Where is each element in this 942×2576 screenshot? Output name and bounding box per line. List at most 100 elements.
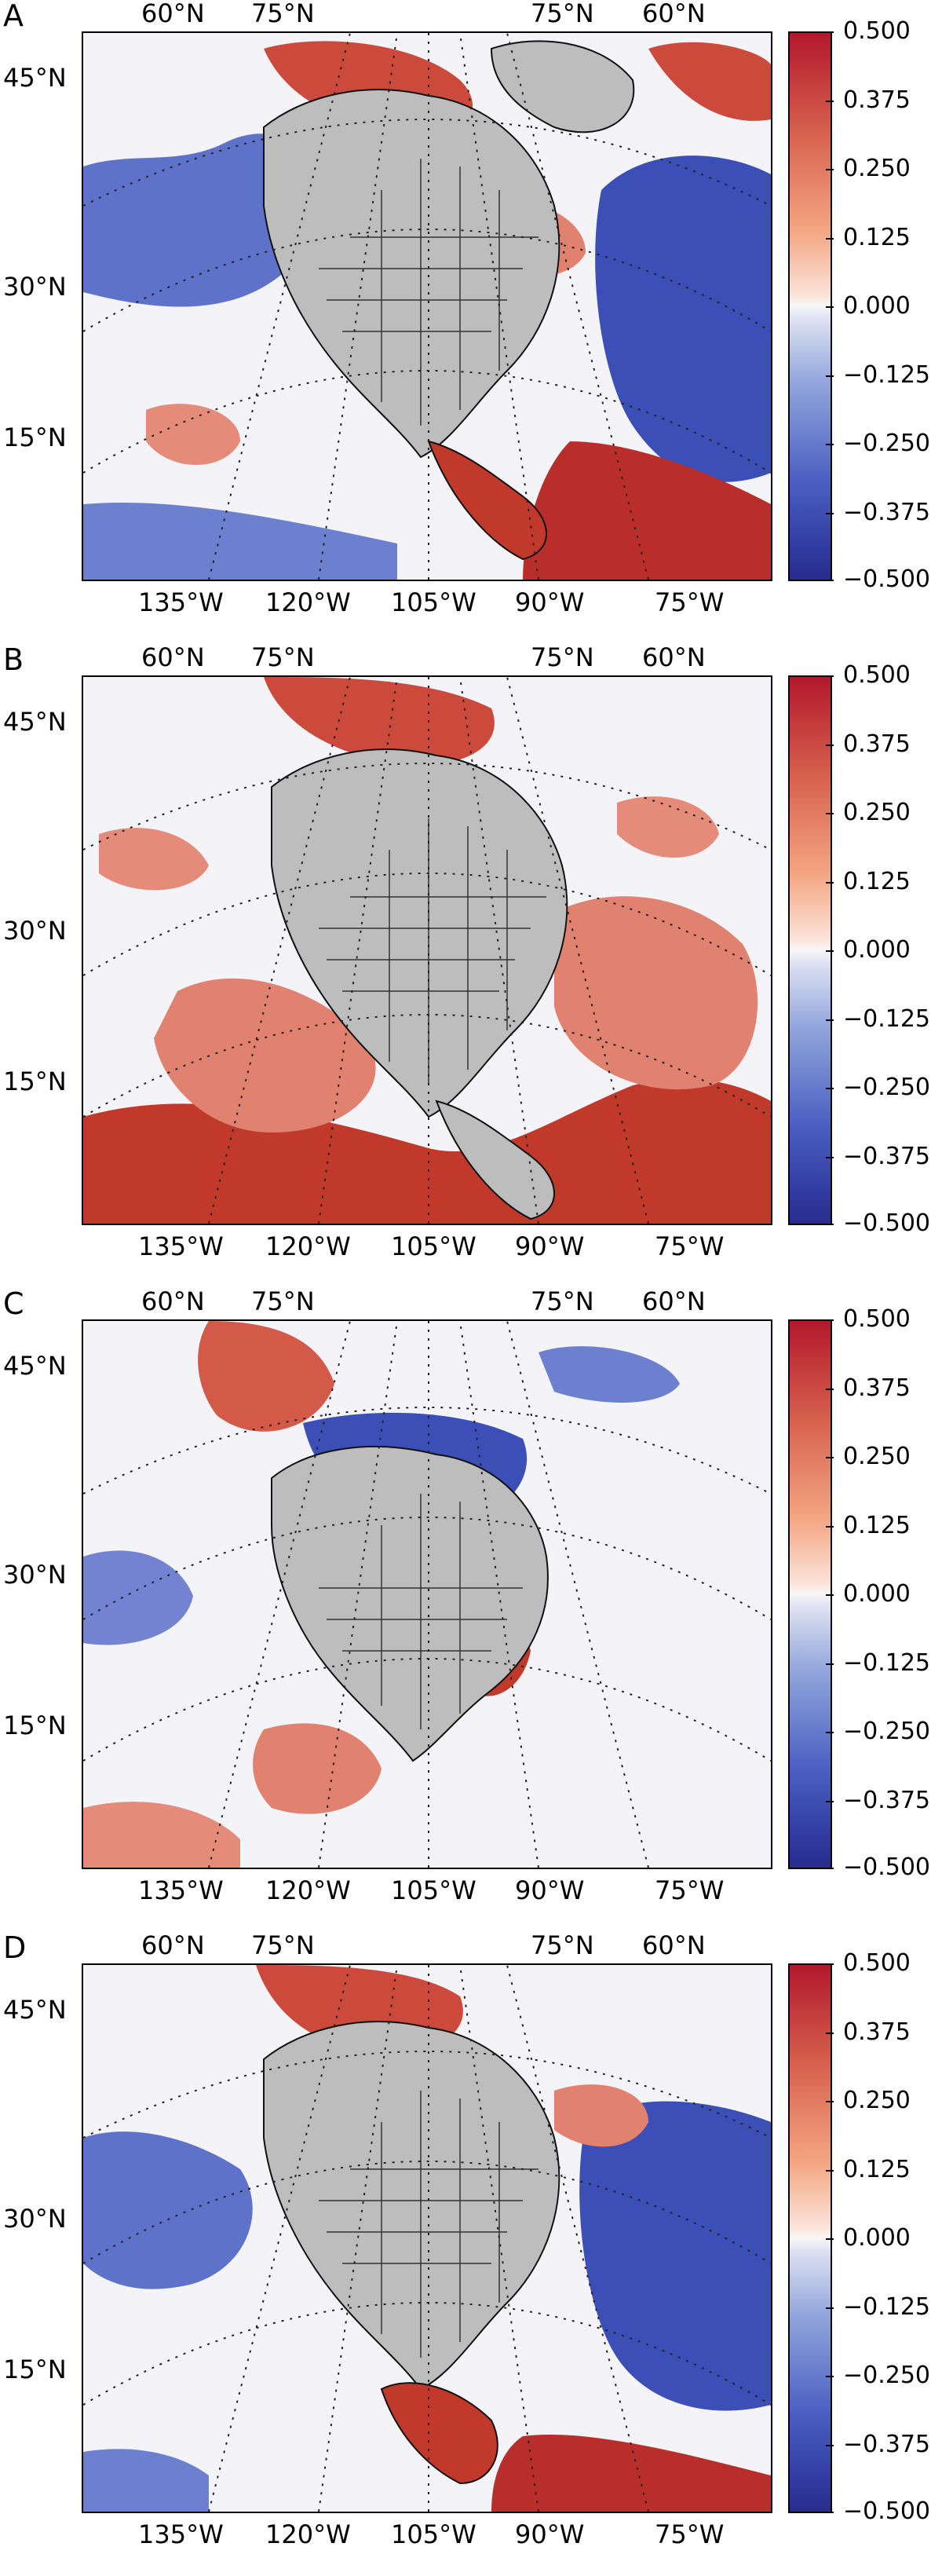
- left-lat-label: 15°N: [3, 2355, 67, 2384]
- map-plot: [82, 1963, 772, 2513]
- bottom-lon-label: 135°W: [138, 1875, 224, 1905]
- bottom-lon-label: 75°W: [655, 1875, 725, 1905]
- anomaly-region: [83, 134, 320, 307]
- bottom-lon-label: 75°W: [655, 1231, 725, 1261]
- colorbar-tick-label: 0.000: [843, 292, 911, 320]
- colorbar-tick-label: −0.250: [843, 430, 931, 457]
- anomaly-region: [617, 796, 719, 858]
- top-lat-label: 75°N: [531, 1930, 594, 1960]
- colorbar-tick: [826, 1963, 834, 1965]
- panel-c: C 60°N 75°N 75°N 60°N 45°N 30°N 15°N 0.5…: [0, 1288, 942, 1932]
- colorbar-tick-label: 0.375: [843, 2018, 911, 2046]
- top-lat-label: 75°N: [251, 642, 315, 672]
- top-lat-label: 60°N: [141, 1286, 205, 1316]
- anomaly-region: [146, 404, 240, 465]
- colorbar-tick: [826, 813, 834, 814]
- colorbar-tick-label: 0.125: [843, 868, 911, 895]
- colorbar-tick: [826, 444, 834, 445]
- land-mass: [263, 89, 560, 459]
- bottom-lon-label: 135°W: [138, 1231, 224, 1261]
- bottom-lon-label: 75°W: [655, 587, 725, 617]
- anomaly-region: [83, 503, 397, 580]
- map-plot: [82, 1319, 772, 1869]
- top-lat-label: 75°N: [531, 642, 594, 672]
- bottom-lon-label: 90°W: [515, 2519, 585, 2549]
- colorbar-tick-label: 0.125: [843, 2156, 911, 2183]
- top-lat-label: 75°N: [251, 0, 315, 28]
- colorbar-tick-label: 0.375: [843, 86, 911, 114]
- left-lat-label: 15°N: [3, 423, 67, 452]
- map-svg: [83, 677, 771, 1224]
- bottom-lon-label: 105°W: [391, 1231, 476, 1261]
- left-lat-label: 45°N: [3, 707, 67, 737]
- map-plot: [82, 675, 772, 1225]
- colorbar-tick-label: 0.500: [843, 1949, 911, 1977]
- top-lat-label: 60°N: [642, 0, 706, 28]
- colorbar-tick: [826, 101, 834, 102]
- panel-b: B 60°N 75°N 75°N 60°N 45°N 30°N 15°N 0.5…: [0, 644, 942, 1288]
- anomaly-region: [491, 2435, 771, 2512]
- top-lat-label: 60°N: [141, 0, 205, 28]
- top-lat-label: 75°N: [251, 1930, 315, 1960]
- colorbar-tick-label: 0.250: [843, 1443, 911, 1470]
- land-mass: [263, 2021, 560, 2391]
- colorbar-tick-label: −0.375: [843, 499, 931, 526]
- top-lat-label: 60°N: [141, 1930, 205, 1960]
- top-lat-label: 75°N: [251, 1286, 315, 1316]
- colorbar-tick: [826, 375, 834, 377]
- colorbar-tick-label: −0.500: [843, 1853, 931, 1881]
- bottom-lon-label: 120°W: [265, 1231, 351, 1261]
- colorbar-tick: [826, 1663, 834, 1665]
- anomaly-region: [554, 896, 758, 1090]
- colorbar-tick: [826, 1868, 834, 1869]
- land-mass: [435, 1100, 555, 1220]
- bottom-lon-label: 75°W: [655, 2519, 725, 2549]
- colorbar-tick-label: 0.000: [843, 2224, 911, 2252]
- land-mass: [271, 1446, 549, 1762]
- top-lat-label: 60°N: [642, 642, 706, 672]
- bottom-lon-label: 90°W: [515, 1231, 585, 1261]
- state-boundaries: [319, 818, 546, 1085]
- top-lat-label: 60°N: [141, 642, 205, 672]
- colorbar-tick: [826, 745, 834, 746]
- colorbar-tick: [826, 950, 834, 952]
- colorbar-tick: [826, 1224, 834, 1225]
- colorbar-tick: [826, 1732, 834, 1733]
- colorbar-tick-label: −0.375: [843, 1143, 931, 1170]
- anomaly-region: [83, 2131, 253, 2289]
- state-boundaries: [319, 2091, 539, 2358]
- land-mass: [271, 748, 568, 1118]
- anomaly-region: [83, 1550, 193, 1645]
- colorbar-tick: [826, 675, 834, 677]
- colorbar: [788, 31, 832, 581]
- anomaly-region: [554, 2084, 648, 2147]
- colorbar-tick-label: −0.375: [843, 2431, 931, 2458]
- colorbar-tick-label: −0.250: [843, 1718, 931, 1745]
- bottom-lon-label: 90°W: [515, 587, 585, 617]
- colorbar-tick: [826, 2307, 834, 2309]
- bottom-lon-label: 135°W: [138, 2519, 224, 2549]
- panel-d: D 60°N 75°N 75°N 60°N 45°N 30°N 15°N 0.5…: [0, 1932, 942, 2576]
- left-lat-label: 45°N: [3, 63, 67, 93]
- left-lat-label: 15°N: [3, 1711, 67, 1740]
- colorbar-tick: [826, 2101, 834, 2102]
- anomaly-region: [264, 677, 495, 765]
- colorbar-tick-label: −0.125: [843, 361, 931, 389]
- colorbar-tick-label: 0.125: [843, 1512, 911, 1539]
- left-lat-label: 30°N: [3, 272, 67, 302]
- map-svg: [83, 1965, 771, 2512]
- colorbar-tick-label: 0.500: [843, 1305, 911, 1333]
- colorbar-tick: [826, 1319, 834, 1321]
- left-lat-label: 30°N: [3, 1560, 67, 1590]
- colorbar-tick: [826, 1594, 834, 1596]
- colorbar-tick-label: 0.125: [843, 224, 911, 251]
- map-svg: [83, 33, 771, 580]
- colorbar-tick-label: 0.375: [843, 1374, 911, 1402]
- colorbar-tick-label: −0.125: [843, 1649, 931, 1677]
- panel-label: B: [3, 642, 24, 677]
- anomaly-region: [198, 1321, 334, 1432]
- colorbar-tick: [826, 1801, 834, 1802]
- left-lat-label: 15°N: [3, 1067, 67, 1096]
- land-mass: [490, 40, 635, 134]
- map-plot: [82, 31, 772, 581]
